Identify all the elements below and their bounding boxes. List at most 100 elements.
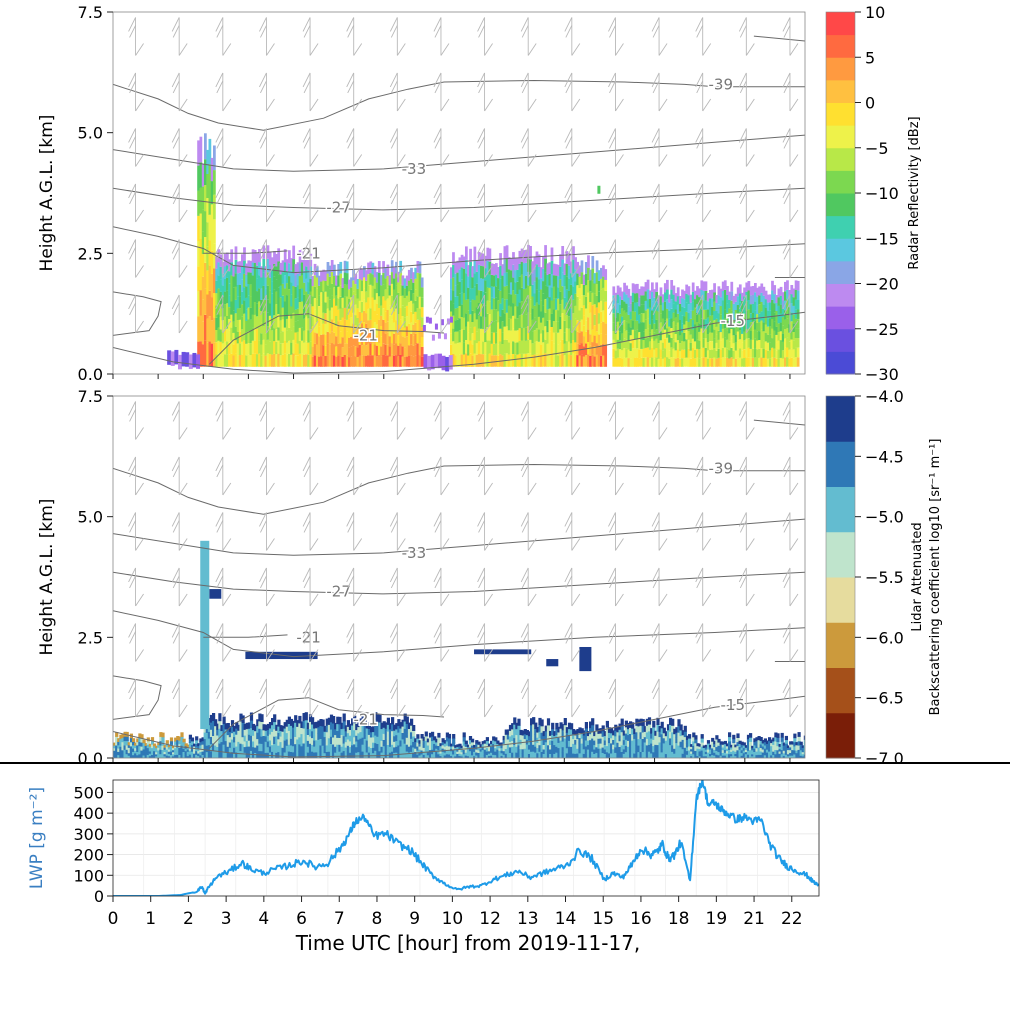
reflectivity-cell <box>465 340 468 354</box>
reflectivity-cell <box>399 343 403 355</box>
backscatter-cell <box>207 731 211 739</box>
backscatter-cell <box>763 751 767 756</box>
reflectivity-cell <box>245 297 248 310</box>
backscatter-cell <box>673 748 677 754</box>
backscatter-cell <box>626 752 631 758</box>
reflectivity-cell <box>358 344 362 356</box>
reflectivity-cell <box>546 297 550 310</box>
backscatter-cell <box>214 751 218 758</box>
reflectivity-cell <box>480 341 483 355</box>
reflectivity-cell <box>769 350 772 359</box>
reflectivity-cell <box>499 354 502 367</box>
reflectivity-cell <box>627 332 631 341</box>
wind-barb <box>171 512 188 551</box>
reflectivity-cell <box>199 136 203 163</box>
backscatter-cell <box>742 755 746 758</box>
backscatter-cell <box>690 746 694 750</box>
backscatter-cell <box>281 736 285 743</box>
backscatter-cell <box>329 721 334 730</box>
reflectivity-cell <box>657 351 661 359</box>
backscatter-cell <box>582 744 586 750</box>
reflectivity-cell <box>542 256 545 269</box>
reflectivity-cell <box>743 349 746 358</box>
reflectivity-cell <box>253 276 257 289</box>
reflectivity-cell <box>552 343 556 356</box>
reflectivity-cell <box>392 300 396 312</box>
reflectivity-cell <box>723 347 727 358</box>
backscatter-cell <box>639 751 643 758</box>
backscatter-cell <box>534 728 538 735</box>
reflectivity-cell <box>281 354 285 367</box>
backscatter-cell <box>702 751 706 755</box>
reflectivity-cell <box>766 294 770 303</box>
reflectivity-cell <box>460 267 464 280</box>
backscatter-cell <box>578 752 582 758</box>
reflectivity-cell <box>796 290 800 300</box>
reflectivity-cell <box>550 287 554 301</box>
reflectivity-cell <box>559 341 562 355</box>
reflectivity-cell <box>569 308 573 320</box>
reflectivity-cell <box>367 320 370 333</box>
reflectivity-cell <box>326 296 330 309</box>
reflectivity-cell <box>522 289 526 302</box>
reflectivity-cell <box>777 332 781 341</box>
reflectivity-cell <box>569 331 573 344</box>
colorbar-swatch <box>826 102 855 126</box>
backscatter-cell <box>595 730 599 737</box>
backscatter-cell <box>734 751 738 754</box>
backscatter-cell <box>365 746 369 753</box>
reflectivity-cell <box>567 328 571 342</box>
reflectivity-cell <box>621 358 624 367</box>
backscatter-cell <box>479 755 483 758</box>
backscatter-cell <box>763 738 767 743</box>
backscatter-cell <box>159 753 163 758</box>
reflectivity-cell <box>531 308 535 320</box>
reflectivity-cell <box>313 275 317 287</box>
backscatter-cell <box>471 741 475 746</box>
backscatter-cell <box>428 737 433 742</box>
reflectivity-cell <box>678 327 682 336</box>
reflectivity-cell <box>563 263 567 275</box>
backscatter-cell <box>410 751 414 758</box>
reflectivity-cell <box>754 283 757 293</box>
reflectivity-cell <box>484 305 487 318</box>
backscatter-cell <box>380 722 384 730</box>
reflectivity-cell <box>784 329 787 339</box>
reflectivity-cell <box>769 318 772 327</box>
reflectivity-cell <box>704 281 708 291</box>
backscatter-cell <box>439 745 443 749</box>
reflectivity-cell <box>591 256 595 269</box>
reflectivity-cell <box>223 266 227 279</box>
backscatter-cell <box>308 714 313 722</box>
backscatter-cell <box>481 743 485 748</box>
reflectivity-cell <box>350 356 353 367</box>
reflectivity-cell <box>548 308 552 321</box>
backscatter-cell <box>117 751 121 756</box>
backscatter-cell <box>559 728 563 735</box>
reflectivity-cell <box>777 305 781 315</box>
wind-barb <box>651 17 668 56</box>
reflectivity-cell <box>503 259 507 273</box>
reflectivity-cell <box>399 284 403 297</box>
reflectivity-cell <box>486 300 490 314</box>
reflectivity-cell <box>371 355 375 367</box>
reflectivity-cell <box>644 357 648 367</box>
wind-barb <box>477 183 493 223</box>
reflectivity-cell <box>661 350 665 359</box>
reflectivity-cell <box>277 274 281 288</box>
backscatter-cell <box>247 722 251 729</box>
reflectivity-cell <box>236 343 240 356</box>
wind-barb <box>651 183 668 223</box>
backscatter-cell <box>690 753 694 757</box>
wind-barb <box>346 567 363 607</box>
reflectivity-cell <box>290 342 293 355</box>
reflectivity-cell <box>672 330 676 340</box>
reflectivity-cell <box>781 358 785 367</box>
backscatter-cell <box>774 732 778 738</box>
backscatter-cell <box>685 739 690 744</box>
reflectivity-cell <box>495 263 498 275</box>
reflectivity-cell <box>343 343 347 355</box>
backscatter-cell <box>532 730 536 738</box>
backscatter-cell <box>475 740 479 744</box>
reflectivity-cell <box>307 342 311 355</box>
